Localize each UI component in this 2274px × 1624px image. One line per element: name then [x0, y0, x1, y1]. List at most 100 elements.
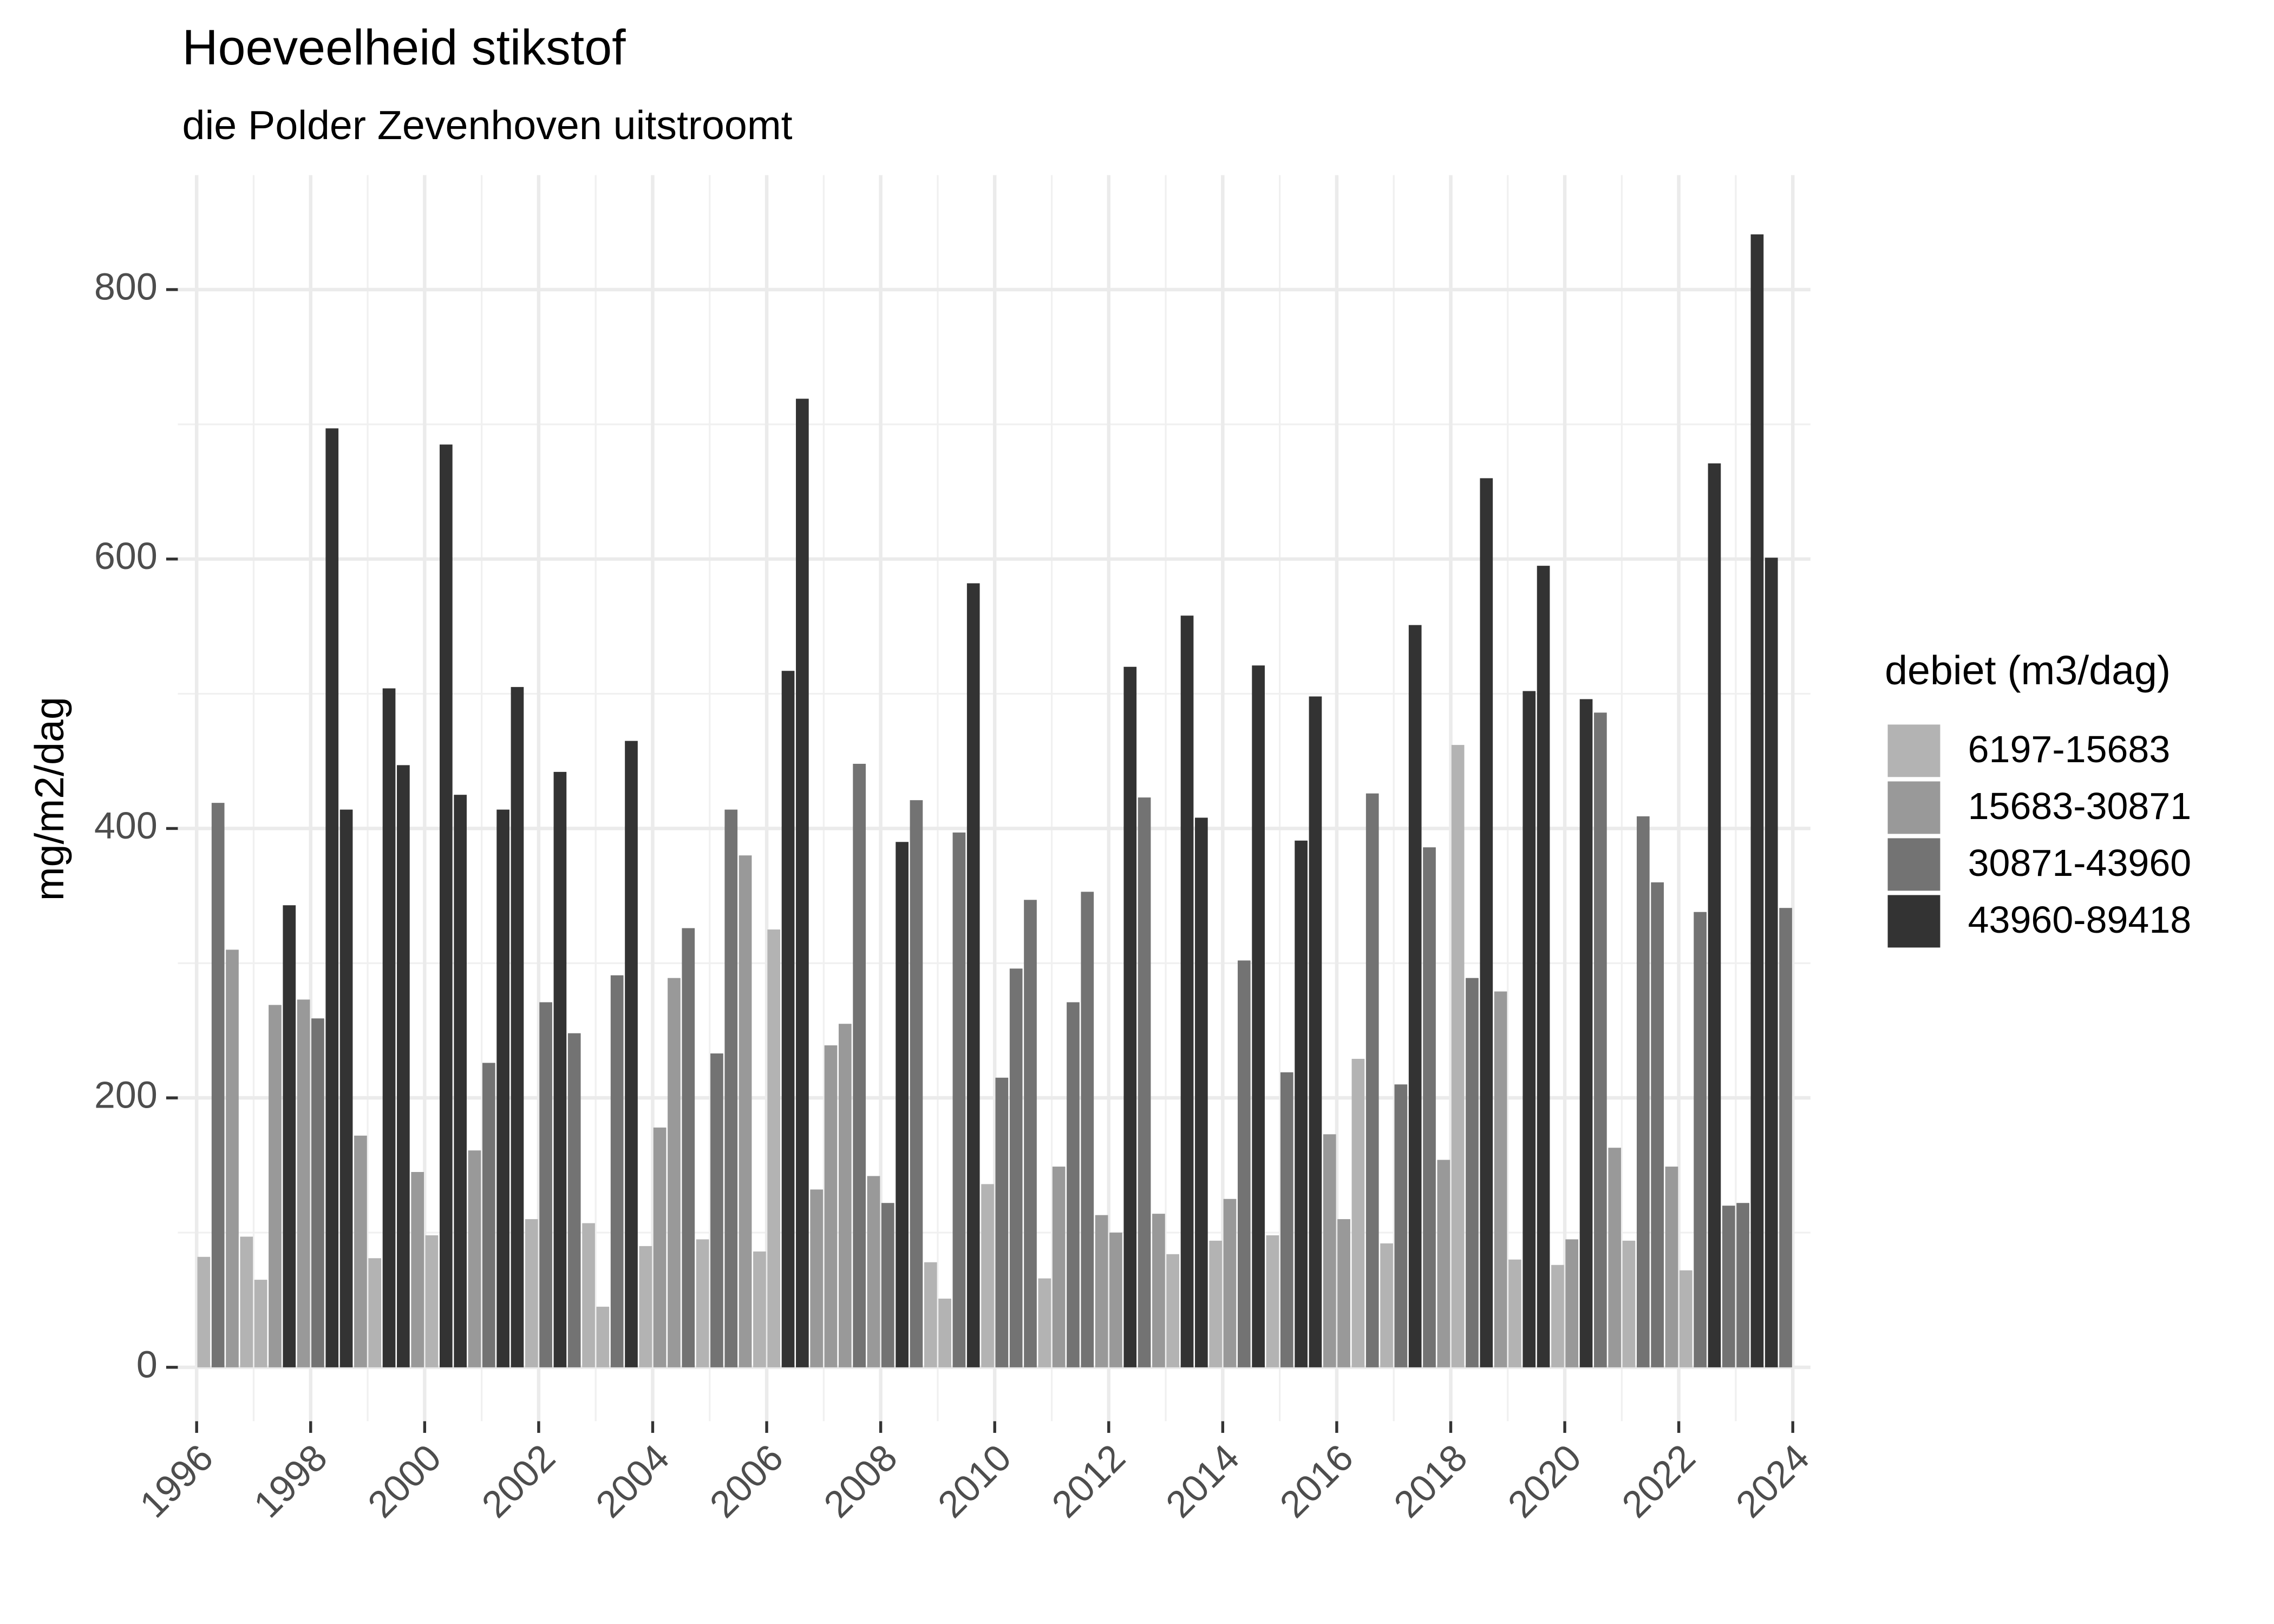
bar: [1337, 1219, 1350, 1367]
legend-swatch: [1887, 724, 1940, 777]
bar: [1608, 1148, 1622, 1367]
bar: [781, 671, 795, 1367]
bar: [1750, 234, 1764, 1367]
bar: [240, 1236, 253, 1367]
legend-label: 43960-89418: [1968, 899, 2192, 941]
y-tick-label: 800: [94, 265, 158, 307]
bar: [1166, 1254, 1180, 1367]
bar: [311, 1018, 324, 1367]
bar: [553, 771, 567, 1367]
bar: [1052, 1167, 1066, 1367]
bar: [1009, 968, 1023, 1367]
bar: [1223, 1199, 1237, 1367]
legend-swatch: [1887, 781, 1940, 834]
bar: [938, 1298, 951, 1367]
bar: [1636, 816, 1650, 1367]
y-tick-label: 600: [94, 535, 158, 577]
bar: [952, 832, 966, 1367]
bar: [1665, 1167, 1678, 1367]
bar: [211, 803, 225, 1367]
bar: [1594, 712, 1607, 1367]
bar: [354, 1135, 367, 1367]
bar: [1736, 1203, 1749, 1367]
bar: [397, 765, 410, 1367]
bar: [1579, 699, 1593, 1367]
legend-label: 15683-30871: [1968, 785, 2192, 827]
bar: [682, 928, 695, 1367]
bar: [1252, 665, 1265, 1367]
legend-swatch: [1887, 838, 1940, 891]
y-axis-label: mg/m2/dag: [27, 697, 72, 901]
bar: [753, 1251, 766, 1367]
bar: [1024, 900, 1037, 1367]
bar: [1565, 1239, 1579, 1367]
legend-label: 6197-15683: [1968, 728, 2171, 770]
bar: [1466, 978, 1479, 1367]
bar: [1081, 892, 1094, 1367]
bar: [1508, 1259, 1521, 1367]
bar: [283, 905, 296, 1367]
bar: [724, 809, 738, 1367]
bar: [1237, 960, 1251, 1367]
bar: [297, 999, 310, 1367]
bar: [710, 1053, 723, 1367]
bar: [1195, 817, 1208, 1367]
bar: [1280, 1072, 1293, 1367]
bar: [796, 398, 809, 1367]
bar: [197, 1256, 211, 1367]
bar: [1494, 991, 1507, 1367]
bar: [1551, 1265, 1564, 1367]
bar: [1722, 1206, 1735, 1367]
bar: [1323, 1134, 1336, 1367]
bar: [582, 1223, 595, 1367]
bar: [339, 809, 353, 1367]
y-tick-label: 0: [136, 1343, 158, 1385]
bar: [1038, 1278, 1051, 1367]
bar: [1266, 1235, 1279, 1367]
bar: [1152, 1214, 1165, 1367]
bar: [1209, 1240, 1223, 1367]
bar: [896, 842, 909, 1367]
bar: [439, 444, 453, 1367]
bar: [966, 583, 980, 1367]
bar: [539, 1002, 552, 1367]
bar: [1537, 566, 1550, 1367]
bar: [625, 741, 638, 1367]
bar: [1765, 558, 1778, 1367]
bar: [1423, 847, 1436, 1367]
bar: [981, 1184, 994, 1367]
bar: [1295, 840, 1308, 1367]
bar: [867, 1176, 880, 1367]
bar: [1309, 696, 1322, 1367]
legend-title: debiet (m3/dag): [1885, 647, 2171, 693]
y-tick-label: 400: [94, 804, 158, 847]
bar: [1180, 615, 1194, 1367]
bar: [1123, 666, 1137, 1367]
bar: [425, 1235, 439, 1367]
bar: [668, 978, 681, 1367]
bar: [1067, 1002, 1080, 1367]
bar: [269, 1005, 282, 1367]
bar: [567, 1033, 581, 1367]
bar: [368, 1258, 382, 1367]
bar: [881, 1203, 894, 1367]
bar: [739, 855, 752, 1367]
bar: [1480, 478, 1493, 1367]
bar: [853, 763, 866, 1367]
bar: [1138, 797, 1151, 1367]
bar: [511, 687, 524, 1367]
chart-title: Hoeveelheid stikstof: [182, 20, 626, 75]
bar: [1679, 1270, 1693, 1367]
bar: [496, 809, 509, 1367]
bar: [1522, 691, 1536, 1367]
bar: [767, 929, 781, 1367]
bar: [1380, 1243, 1393, 1367]
bar: [1365, 793, 1379, 1367]
bar: [226, 949, 239, 1367]
bar: [910, 800, 923, 1367]
y-tick-label: 200: [94, 1074, 158, 1116]
bar: [454, 795, 467, 1367]
bar: [1708, 463, 1721, 1367]
bar: [1622, 1240, 1636, 1367]
